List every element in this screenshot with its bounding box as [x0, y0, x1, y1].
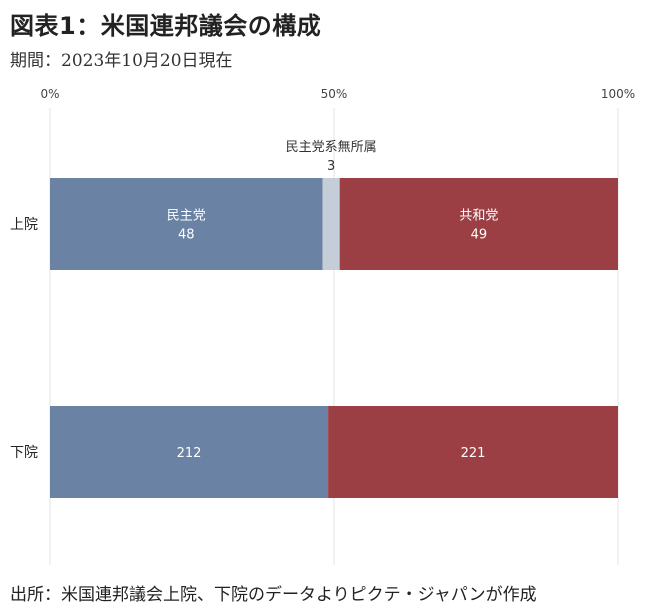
data-label-dem: 48: [178, 228, 195, 243]
data-label-ind: 3: [327, 159, 335, 174]
x-tick-label: 50%: [321, 87, 348, 101]
data-label-dem: 212: [177, 446, 202, 461]
chart-title: 図表1：米国連邦議会の構成: [10, 12, 322, 40]
data-label-ind: 民主党系無所属: [286, 140, 377, 155]
x-tick-label: 100%: [601, 87, 635, 101]
source-note: 出所：米国連邦議会上院、下院のデータよりピクテ・ジャパンが作成: [10, 585, 537, 605]
x-axis-ticks: 0% 50% 100%: [40, 87, 635, 101]
bar-rep-1: [328, 406, 618, 498]
category-label: 上院: [10, 217, 38, 233]
bar-rep-0: [339, 178, 618, 270]
bar-ind-0: [322, 178, 340, 270]
data-label-dem: 民主党: [167, 209, 206, 224]
data-label-rep: 49: [471, 228, 488, 243]
data-label-rep: 共和党: [459, 209, 498, 224]
chart-bars: [50, 178, 618, 498]
bar-dem-1: [50, 406, 329, 498]
bar-dem-0: [50, 178, 323, 270]
x-tick-label: 0%: [40, 87, 59, 101]
data-label-rep: 221: [461, 446, 486, 461]
chart-subtitle: 期間：2023年10月20日現在: [10, 51, 233, 71]
chart-data-labels: 民主党 48 民主党系無所属 3 共和党 49 212 221: [167, 140, 499, 461]
category-label: 下院: [10, 445, 38, 461]
